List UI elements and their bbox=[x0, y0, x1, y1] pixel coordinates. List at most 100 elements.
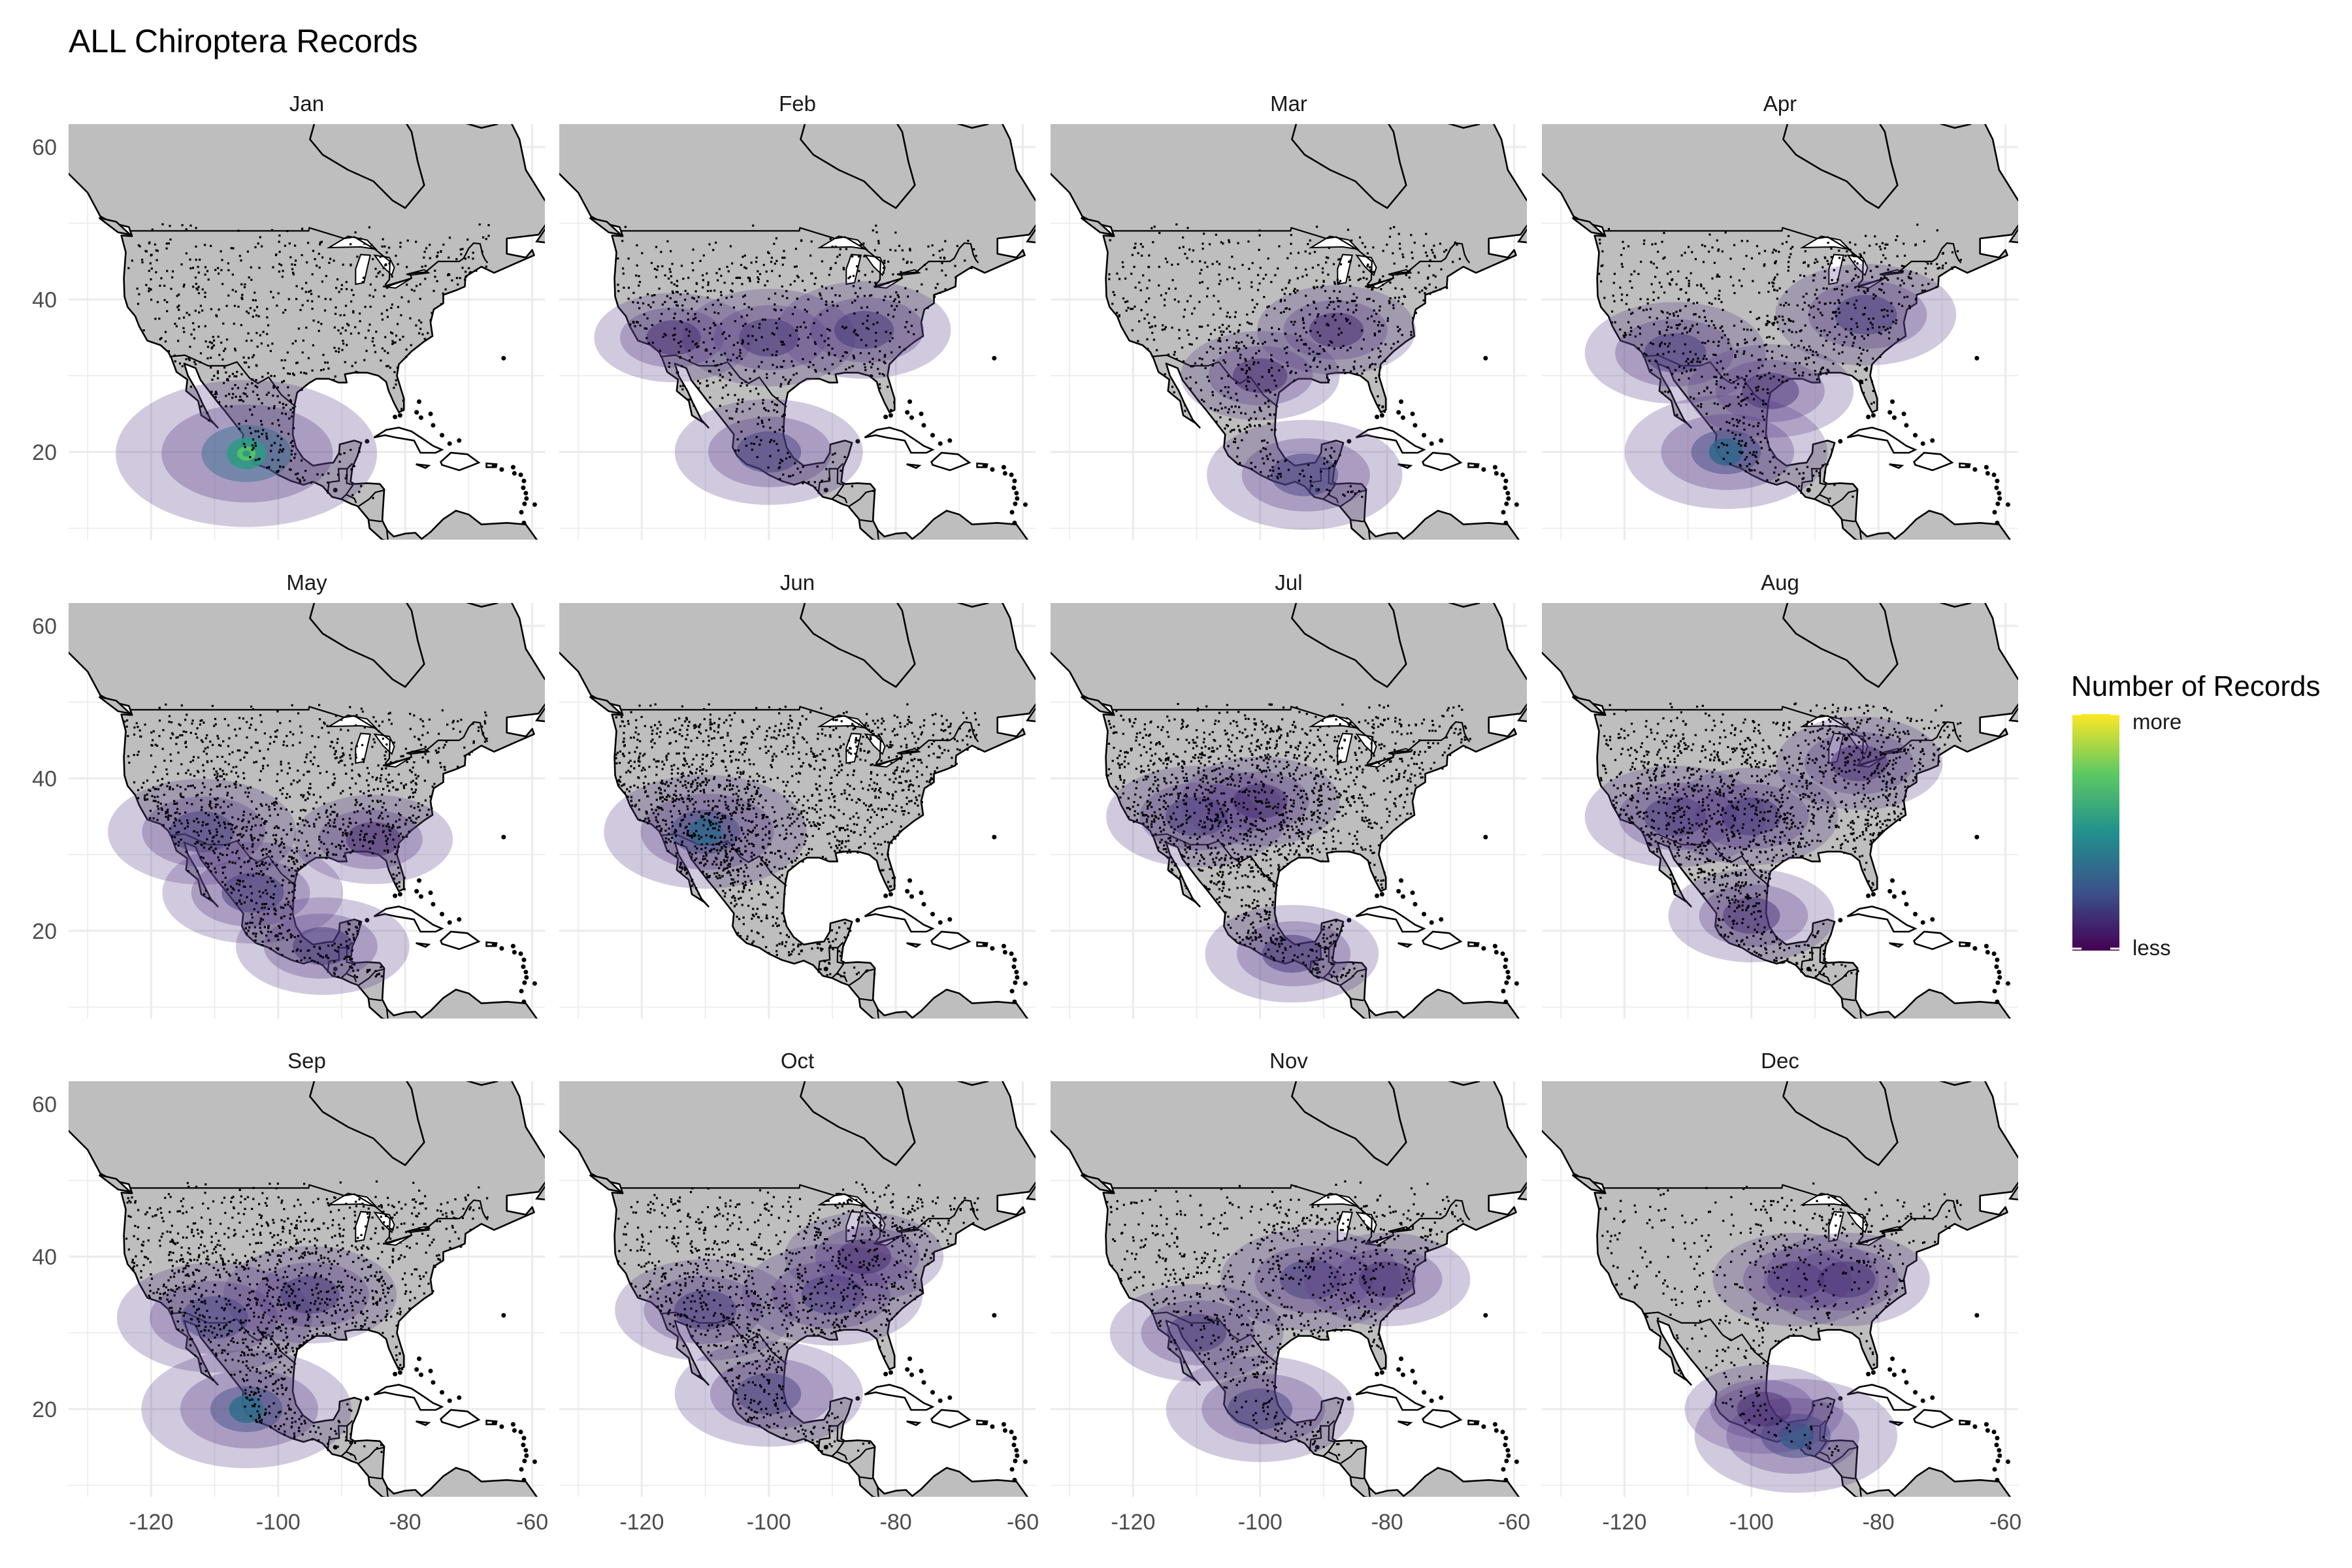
record-point bbox=[1768, 372, 1771, 374]
record-point bbox=[192, 286, 195, 288]
record-point bbox=[276, 434, 279, 437]
record-point bbox=[1675, 324, 1678, 327]
record-point bbox=[148, 789, 150, 791]
record-point bbox=[164, 340, 167, 343]
record-point bbox=[955, 276, 957, 279]
small-island bbox=[532, 502, 537, 507]
record-point bbox=[274, 838, 276, 841]
record-point bbox=[730, 289, 732, 292]
record-point bbox=[1757, 316, 1760, 319]
record-point bbox=[135, 722, 138, 725]
record-point bbox=[391, 275, 393, 278]
record-point bbox=[167, 811, 169, 813]
record-point bbox=[250, 339, 253, 342]
record-point bbox=[910, 261, 913, 264]
record-point bbox=[1333, 314, 1335, 316]
record-point bbox=[442, 243, 445, 246]
record-point bbox=[1901, 279, 1903, 282]
record-point bbox=[670, 281, 673, 284]
record-point bbox=[224, 348, 227, 350]
record-point bbox=[1721, 336, 1723, 339]
record-point bbox=[181, 224, 184, 227]
record-point bbox=[798, 338, 800, 340]
record-point bbox=[172, 788, 174, 791]
record-point bbox=[221, 872, 224, 874]
record-point bbox=[342, 818, 344, 821]
record-point bbox=[694, 313, 696, 316]
record-point bbox=[176, 808, 179, 810]
record-point bbox=[1795, 331, 1797, 334]
record-point bbox=[1705, 291, 1708, 294]
record-point bbox=[282, 936, 284, 939]
record-point bbox=[255, 816, 258, 819]
record-point bbox=[1262, 278, 1265, 280]
record-point bbox=[304, 809, 307, 812]
record-point bbox=[311, 369, 314, 372]
record-point bbox=[939, 291, 941, 294]
record-point bbox=[1816, 353, 1819, 356]
record-point bbox=[896, 294, 899, 297]
record-point bbox=[1328, 344, 1330, 346]
record-point bbox=[727, 808, 730, 811]
record-point bbox=[834, 354, 836, 357]
record-point bbox=[282, 829, 285, 832]
record-point bbox=[1433, 290, 1435, 293]
record-point bbox=[1772, 282, 1775, 285]
record-point bbox=[1235, 341, 1237, 344]
record-point bbox=[718, 268, 721, 270]
record-point bbox=[169, 786, 171, 789]
record-point bbox=[487, 224, 490, 227]
record-point bbox=[1691, 251, 1693, 253]
record-point bbox=[1752, 398, 1756, 400]
record-point bbox=[670, 250, 672, 253]
record-point bbox=[308, 787, 310, 790]
record-point bbox=[230, 405, 233, 408]
record-point bbox=[1741, 451, 1744, 453]
record-point bbox=[1827, 242, 1829, 244]
record-point bbox=[751, 831, 753, 834]
record-point bbox=[694, 290, 697, 293]
record-point bbox=[1324, 315, 1326, 318]
record-point bbox=[214, 391, 218, 393]
record-point bbox=[451, 721, 454, 724]
record-point bbox=[297, 712, 300, 715]
record-point bbox=[417, 815, 420, 818]
record-point bbox=[878, 359, 881, 361]
island-cuba bbox=[373, 906, 444, 933]
record-point bbox=[675, 830, 678, 833]
record-point bbox=[289, 917, 291, 920]
record-point bbox=[203, 776, 206, 779]
record-point bbox=[842, 267, 845, 269]
record-point bbox=[176, 811, 178, 814]
small-island bbox=[1503, 485, 1508, 491]
record-point bbox=[468, 267, 470, 270]
record-point bbox=[809, 361, 811, 363]
record-point bbox=[729, 359, 732, 362]
record-point bbox=[299, 940, 302, 943]
record-point bbox=[392, 873, 395, 875]
y-tick-label: 60 bbox=[32, 135, 57, 160]
small-island bbox=[905, 410, 910, 415]
record-point bbox=[192, 759, 195, 762]
record-point bbox=[292, 733, 295, 736]
record-point bbox=[1763, 264, 1766, 267]
record-point bbox=[776, 777, 779, 779]
record-point bbox=[280, 932, 283, 935]
record-point bbox=[204, 291, 206, 294]
record-point bbox=[1621, 293, 1624, 296]
small-island bbox=[1930, 438, 1935, 443]
small-island bbox=[1473, 463, 1478, 468]
record-point bbox=[892, 300, 895, 302]
record-point bbox=[423, 256, 425, 259]
record-point bbox=[1184, 252, 1186, 255]
density-band-inner bbox=[739, 318, 799, 357]
record-point bbox=[866, 327, 868, 329]
record-point bbox=[214, 396, 217, 399]
record-point bbox=[355, 975, 358, 979]
record-point bbox=[814, 342, 817, 345]
record-point bbox=[303, 956, 306, 959]
record-point bbox=[384, 264, 387, 267]
record-point bbox=[1856, 363, 1859, 365]
record-point bbox=[1815, 470, 1818, 472]
record-point bbox=[223, 866, 226, 868]
